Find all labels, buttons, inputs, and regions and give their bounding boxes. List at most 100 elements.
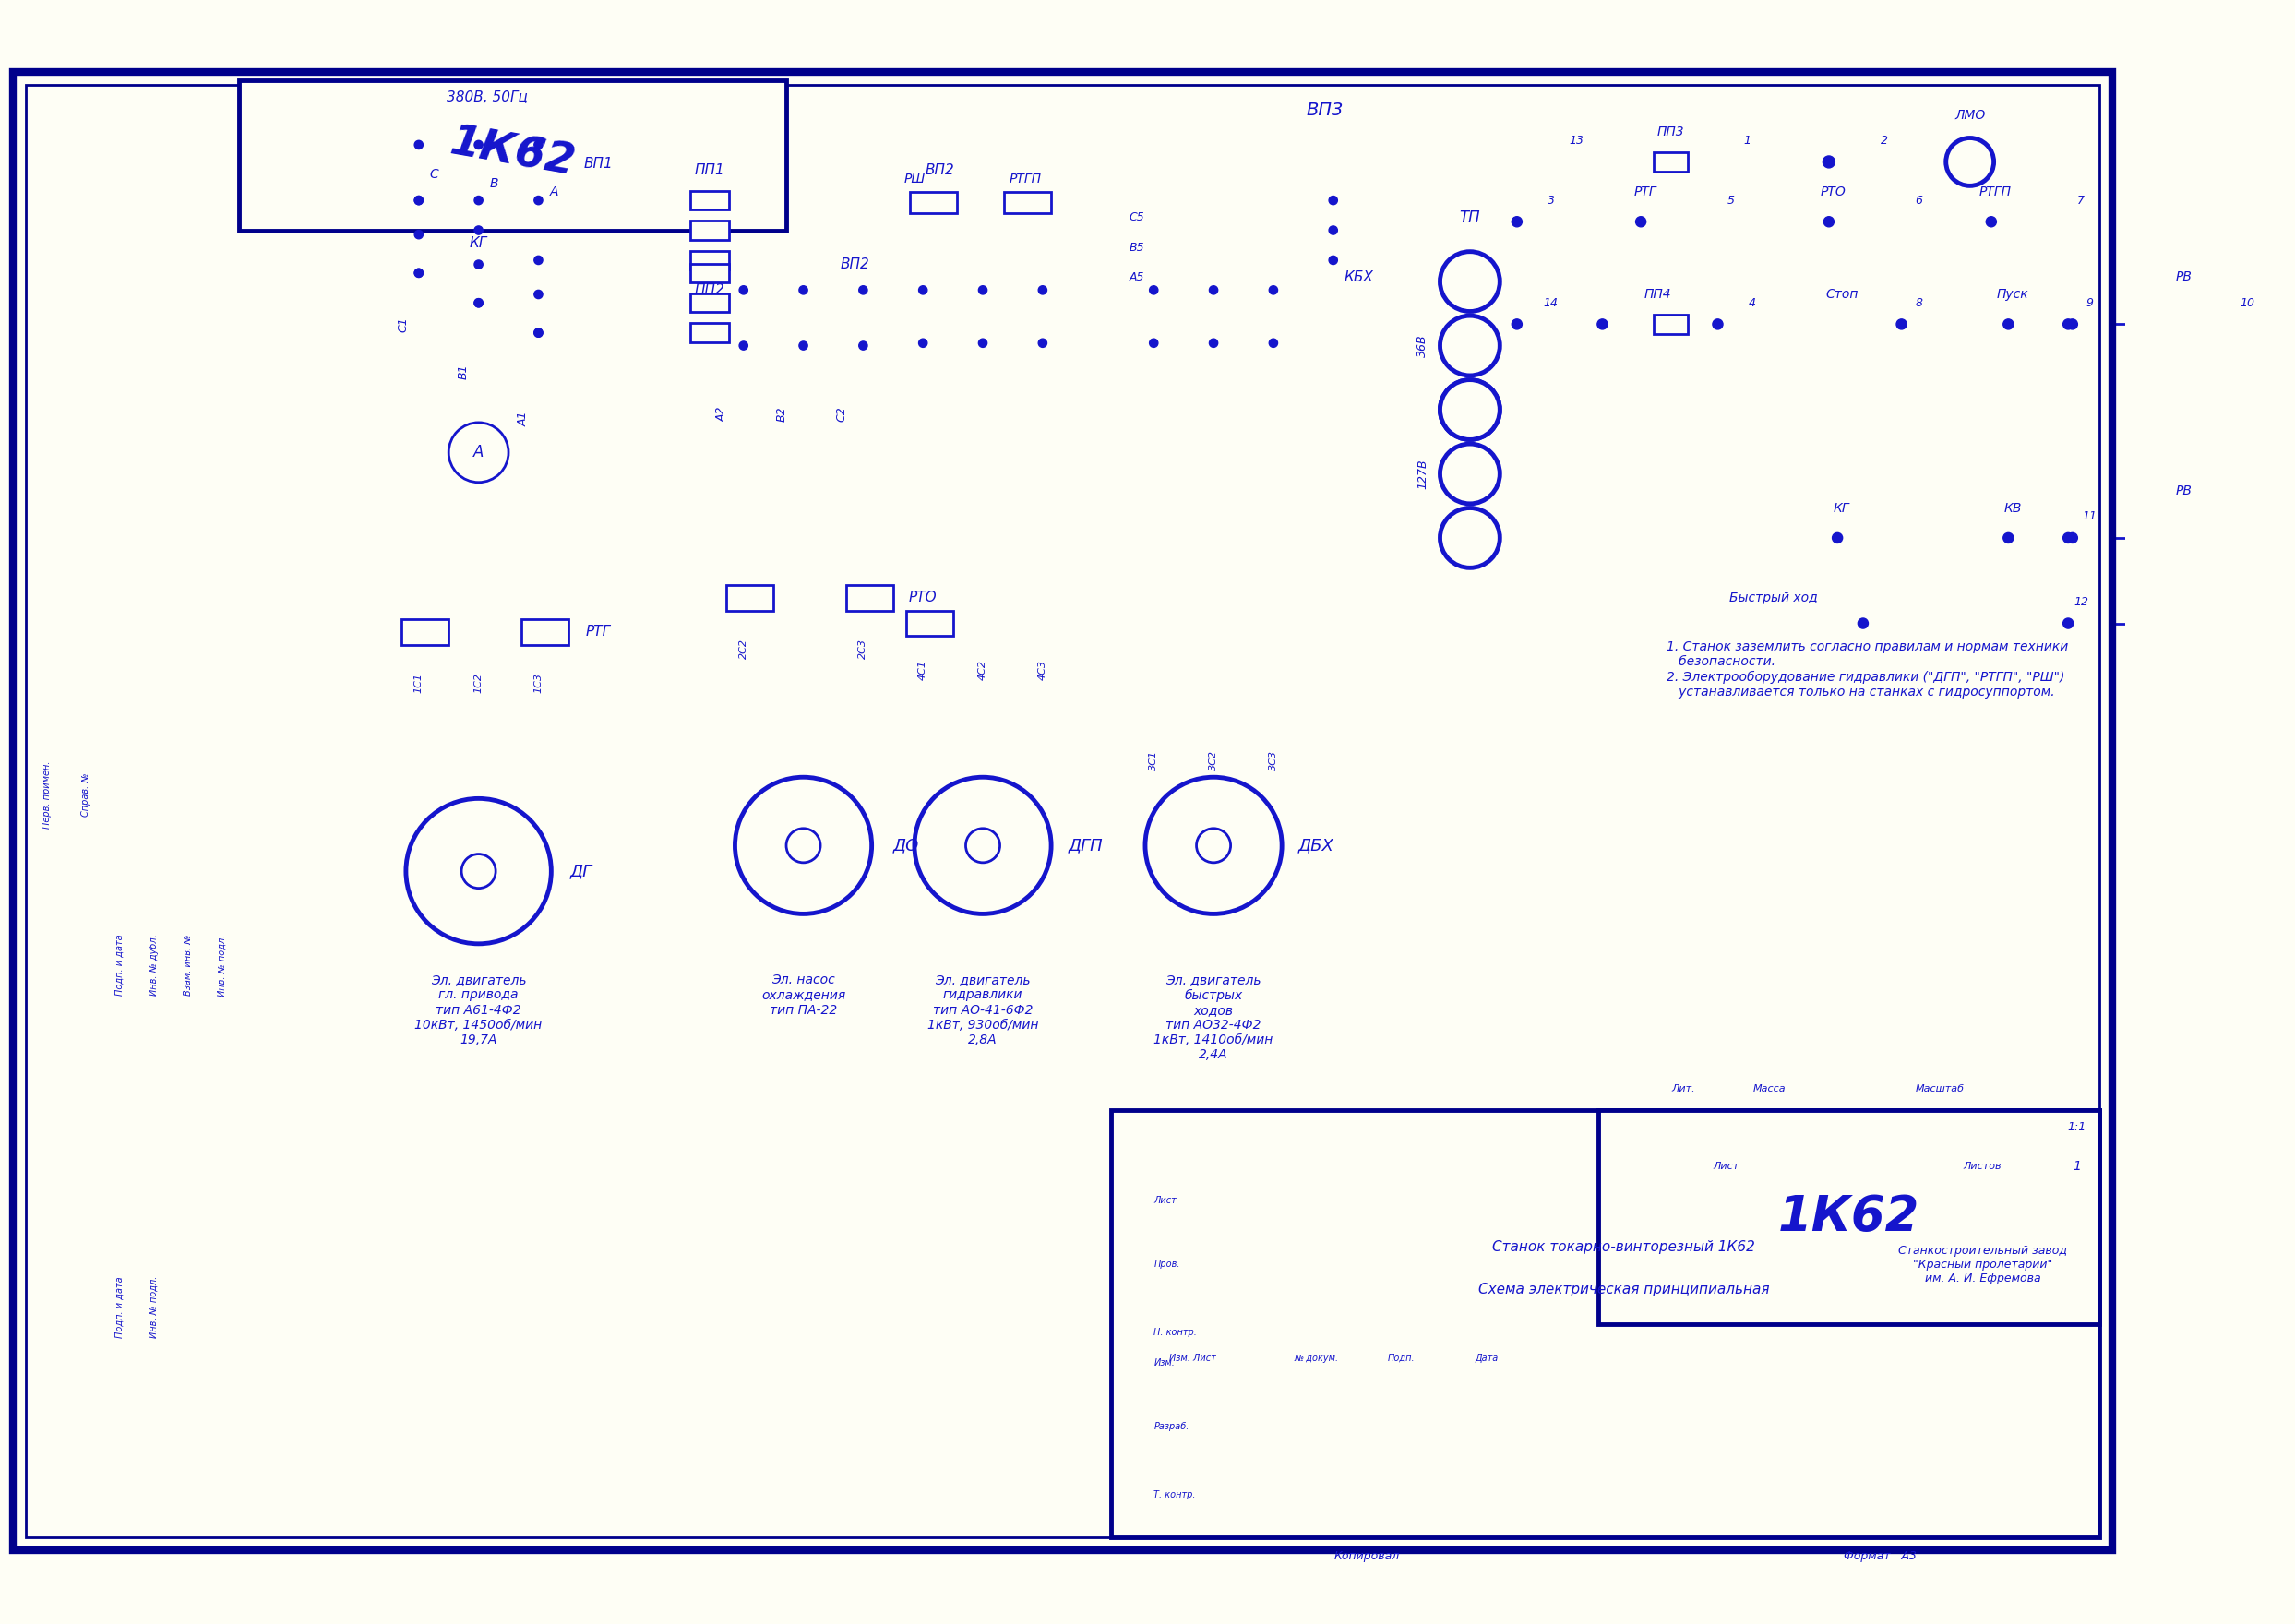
Circle shape <box>1597 318 1606 330</box>
Text: Станок токарно-винторезный 1К62: Станок токарно-винторезный 1К62 <box>1492 1241 1756 1254</box>
Circle shape <box>1145 778 1283 914</box>
Bar <box>691 192 730 209</box>
Bar <box>1655 153 1687 171</box>
Circle shape <box>535 291 542 299</box>
Text: РТО: РТО <box>1820 185 1845 198</box>
Circle shape <box>2222 533 2231 542</box>
Circle shape <box>1329 257 1338 265</box>
Text: 1К62: 1К62 <box>448 122 578 185</box>
Text: 1С2: 1С2 <box>475 672 484 693</box>
Circle shape <box>1831 533 1843 542</box>
Text: Справ. №: Справ. № <box>80 773 90 817</box>
Text: 4С2: 4С2 <box>978 661 987 680</box>
Circle shape <box>1636 216 1646 227</box>
Circle shape <box>415 141 422 149</box>
Text: Лист: Лист <box>1154 1195 1177 1205</box>
Text: C: C <box>429 169 438 182</box>
Circle shape <box>1439 380 1501 440</box>
Text: ДГ: ДГ <box>569 862 592 880</box>
Text: 3С3: 3С3 <box>1269 750 1278 770</box>
Circle shape <box>2063 533 2072 542</box>
Text: B: B <box>489 177 498 190</box>
Circle shape <box>535 141 542 149</box>
Text: ПП2: ПП2 <box>693 283 725 297</box>
Text: 1: 1 <box>2072 1160 2082 1173</box>
Text: РТО: РТО <box>909 591 936 604</box>
Circle shape <box>415 197 422 205</box>
Circle shape <box>1712 318 1724 330</box>
Text: Лист: Лист <box>1714 1161 1740 1171</box>
Text: 3С2: 3С2 <box>1209 750 1219 770</box>
Text: РТГ: РТГ <box>1634 185 1657 198</box>
Text: 1. Станок заземлить согласно правилам и нормам техники
   безопасности.
2. Элект: 1. Станок заземлить согласно правилам и … <box>1666 640 2068 698</box>
Text: C5: C5 <box>1129 211 1145 224</box>
Text: Пров.: Пров. <box>1154 1260 1180 1268</box>
Text: 8: 8 <box>1914 297 1923 309</box>
Circle shape <box>1825 216 1834 227</box>
Text: ВП2: ВП2 <box>840 258 870 271</box>
Circle shape <box>799 341 808 349</box>
Circle shape <box>1329 197 1338 205</box>
Text: 4: 4 <box>1749 297 1756 309</box>
Text: Эл. двигатель
гл. привода
тип А61-4Ф2
10кВт, 1450об/мин
19,7А: Эл. двигатель гл. привода тип А61-4Ф2 10… <box>415 974 542 1046</box>
Circle shape <box>978 339 987 348</box>
Circle shape <box>1512 216 1522 227</box>
Text: 127В: 127В <box>1416 458 1430 489</box>
Text: Инв. № подл.: Инв. № подл. <box>218 934 227 996</box>
Text: КБХ: КБХ <box>1345 270 1372 284</box>
Text: 1С3: 1С3 <box>535 672 544 693</box>
Text: Подп. и дата: Подп. и дата <box>115 934 124 996</box>
Bar <box>239 81 787 231</box>
Circle shape <box>1329 226 1338 234</box>
Text: Подп.: Подп. <box>1388 1354 1416 1363</box>
Text: A1: A1 <box>516 411 530 425</box>
Text: ДГП: ДГП <box>1067 838 1102 854</box>
Circle shape <box>535 328 542 338</box>
Circle shape <box>2004 533 2013 542</box>
Text: Т. контр.: Т. контр. <box>1154 1491 1196 1499</box>
Text: РТГ: РТГ <box>585 625 610 638</box>
Text: 2: 2 <box>1880 135 1889 146</box>
Bar <box>691 323 730 343</box>
Circle shape <box>913 778 1051 914</box>
Circle shape <box>415 231 422 239</box>
Bar <box>847 585 893 611</box>
Bar <box>1111 1111 2100 1538</box>
Circle shape <box>535 197 542 205</box>
Circle shape <box>2068 318 2077 330</box>
Circle shape <box>448 422 509 482</box>
Circle shape <box>535 257 542 265</box>
Text: 4С3: 4С3 <box>1037 661 1047 680</box>
Circle shape <box>1439 443 1501 503</box>
Text: Эл. двигатель
гидравлики
тип АО-41-6Ф2
1кВт, 930об/мин
2,8А: Эл. двигатель гидравлики тип АО-41-6Ф2 1… <box>927 974 1037 1046</box>
Bar <box>1005 192 1051 213</box>
Bar <box>1597 1111 2100 1324</box>
Bar <box>907 611 952 637</box>
Text: Инв. № дубл.: Инв. № дубл. <box>149 934 158 996</box>
Circle shape <box>966 828 1001 862</box>
Bar <box>911 192 957 213</box>
Circle shape <box>858 286 868 294</box>
Circle shape <box>734 778 872 914</box>
Bar <box>521 619 569 645</box>
Circle shape <box>918 339 927 348</box>
Text: РШ: РШ <box>904 172 925 185</box>
Text: 7: 7 <box>2077 195 2084 206</box>
Text: 2С2: 2С2 <box>739 638 748 659</box>
Circle shape <box>858 341 868 349</box>
Circle shape <box>1209 339 1219 348</box>
Circle shape <box>461 854 496 888</box>
Text: Инв. № подл.: Инв. № подл. <box>149 1276 158 1338</box>
Circle shape <box>1439 380 1501 440</box>
Text: ВП1: ВП1 <box>583 156 613 171</box>
Text: Копировал: Копировал <box>1333 1551 1400 1562</box>
Circle shape <box>2004 318 2013 330</box>
Circle shape <box>406 799 551 944</box>
Circle shape <box>978 286 987 294</box>
Text: РТГП: РТГП <box>1978 185 2013 198</box>
Text: № докум.: № докум. <box>1294 1354 1338 1363</box>
Circle shape <box>1150 286 1159 294</box>
Circle shape <box>1896 318 1907 330</box>
Text: Пуск: Пуск <box>1997 287 2029 300</box>
Text: 2С3: 2С3 <box>858 638 868 659</box>
